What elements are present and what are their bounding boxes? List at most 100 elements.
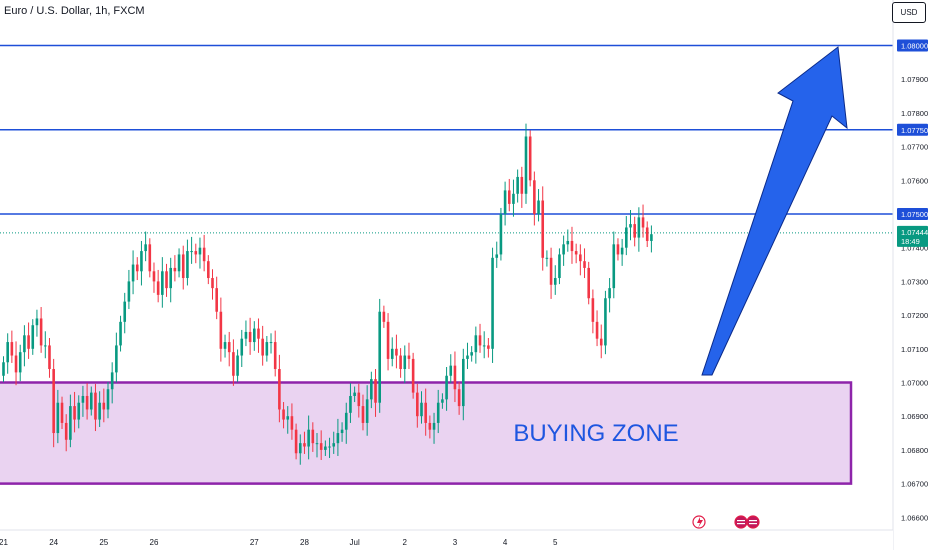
- candle: [2, 356, 5, 382]
- candle: [633, 216, 636, 247]
- candle: [253, 321, 256, 351]
- candle: [549, 247, 553, 299]
- candle: [541, 186, 545, 271]
- candle: [336, 418, 340, 456]
- candle: [612, 231, 616, 299]
- level-price-tag: [897, 208, 928, 220]
- us-flag-icon[interactable]: [734, 515, 748, 529]
- candle: [73, 391, 76, 433]
- y-tick-label: 1.06800: [901, 446, 928, 455]
- candle: [307, 415, 310, 460]
- y-tick-label: 1.07400: [901, 244, 928, 253]
- candle: [60, 396, 64, 430]
- candle: [608, 278, 611, 313]
- candle: [219, 297, 223, 362]
- candle: [319, 430, 323, 461]
- candle: [629, 209, 632, 241]
- candle: [89, 386, 93, 416]
- candle: [361, 394, 365, 431]
- candle: [119, 315, 122, 352]
- candle: [403, 345, 407, 384]
- candle: [616, 238, 620, 261]
- candle: [558, 248, 561, 285]
- candle: [332, 431, 336, 454]
- candle: [144, 231, 147, 262]
- candle: [115, 332, 118, 383]
- candle: [432, 412, 436, 444]
- candle: [537, 189, 540, 222]
- candle: [207, 255, 210, 285]
- level-price-tag: [897, 39, 928, 52]
- candle: [64, 414, 68, 452]
- x-tick-label: 24: [49, 538, 58, 547]
- currency-button[interactable]: USD: [892, 2, 926, 23]
- candle: [27, 322, 30, 359]
- candle: [278, 354, 281, 423]
- candle: [570, 226, 574, 264]
- candle: [370, 371, 373, 409]
- candle: [269, 333, 273, 354]
- y-tick-label: 1.07100: [901, 345, 928, 354]
- candle: [562, 235, 565, 266]
- candle: [416, 383, 419, 428]
- candle: [520, 166, 524, 208]
- x-tick-label: 2: [403, 538, 408, 547]
- candle: [533, 171, 536, 226]
- candle: [453, 351, 457, 403]
- candle: [186, 239, 189, 286]
- x-tick-label: 28: [300, 538, 309, 547]
- lightning-icon[interactable]: [692, 515, 706, 529]
- candle: [645, 221, 649, 248]
- x-tick-label: 21: [0, 538, 8, 547]
- candle: [478, 323, 482, 353]
- candle: [315, 433, 319, 458]
- candle: [595, 310, 599, 347]
- candle: [545, 250, 549, 267]
- candle: [637, 207, 641, 252]
- time-axis[interactable]: [0, 530, 893, 550]
- candle: [395, 334, 398, 369]
- candle: [227, 331, 231, 367]
- candle: [35, 309, 39, 337]
- x-tick-label: 5: [553, 538, 558, 547]
- candle: [52, 358, 55, 448]
- level-price-tag: [897, 123, 928, 136]
- candle: [94, 383, 97, 432]
- us-flag-icon[interactable]: [746, 515, 760, 529]
- candle: [135, 257, 139, 281]
- candle: [482, 331, 486, 359]
- candle: [232, 339, 235, 386]
- candle: [445, 366, 448, 411]
- candle: [56, 389, 60, 444]
- candle: [574, 243, 578, 264]
- candle: [39, 307, 43, 353]
- candle: [650, 225, 653, 253]
- candle: [194, 243, 198, 264]
- y-tick-label: 1.06900: [901, 412, 928, 421]
- zone-label: BUYING ZONE: [513, 420, 678, 447]
- candle: [604, 290, 607, 355]
- candle: [344, 402, 348, 444]
- candle: [282, 402, 285, 429]
- candle: [524, 123, 528, 204]
- candle: [6, 333, 9, 374]
- candle: [374, 369, 377, 417]
- candle: [244, 320, 248, 347]
- candle: [591, 289, 595, 334]
- y-tick-label: 1.07900: [901, 75, 928, 84]
- candle: [140, 240, 143, 286]
- candle: [236, 349, 239, 382]
- candle: [357, 383, 361, 418]
- candle: [566, 229, 570, 252]
- candle: [428, 415, 432, 439]
- candle: [18, 344, 22, 382]
- price-axis[interactable]: [893, 0, 932, 550]
- candle: [156, 269, 160, 303]
- candle: [77, 395, 81, 429]
- candle: [386, 313, 390, 371]
- candle: [240, 329, 244, 367]
- candle: [390, 337, 394, 367]
- candle: [599, 324, 603, 359]
- y-tick-label: 1.07600: [901, 176, 928, 185]
